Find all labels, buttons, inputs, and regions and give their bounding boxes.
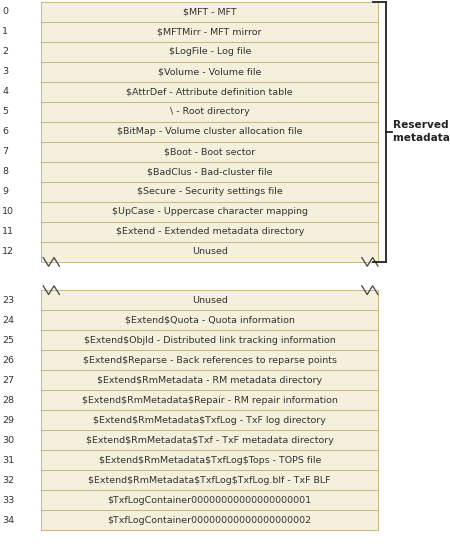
- Text: $Extend\$RmMetadata\$Txf - TxF metadata directory: $Extend\$RmMetadata\$Txf - TxF metadata …: [86, 436, 333, 445]
- Bar: [41, 370, 378, 390]
- Text: Unused: Unused: [192, 248, 228, 256]
- Text: 34: 34: [2, 516, 14, 525]
- Bar: [41, 82, 378, 102]
- Bar: [41, 410, 378, 430]
- Bar: [41, 310, 378, 330]
- Text: 1: 1: [2, 27, 8, 36]
- Text: 29: 29: [2, 416, 14, 425]
- Text: $Boot - Boot sector: $Boot - Boot sector: [164, 147, 255, 156]
- Bar: [41, 471, 378, 490]
- Bar: [41, 162, 378, 182]
- Text: $BadClus - Bad-cluster file: $BadClus - Bad-cluster file: [147, 168, 272, 176]
- Text: 33: 33: [2, 496, 14, 505]
- Bar: [41, 42, 378, 61]
- Text: 23: 23: [2, 296, 14, 305]
- Text: $Extend - Extended metadata directory: $Extend - Extended metadata directory: [116, 227, 304, 236]
- Text: $UpCase - Uppercase character mapping: $UpCase - Uppercase character mapping: [112, 207, 308, 217]
- Text: $LogFile - Log file: $LogFile - Log file: [168, 47, 251, 56]
- Text: Unused: Unused: [192, 296, 228, 305]
- Bar: [41, 122, 378, 142]
- Text: $Volume - Volume file: $Volume - Volume file: [158, 67, 261, 76]
- Bar: [41, 2, 378, 22]
- Text: $Extend\$RmMetadata - RM metadata directory: $Extend\$RmMetadata - RM metadata direct…: [97, 376, 322, 385]
- Bar: [41, 142, 378, 162]
- Text: 32: 32: [2, 476, 14, 485]
- Text: $TxfLogContainer00000000000000000002: $TxfLogContainer00000000000000000002: [108, 516, 312, 525]
- Bar: [41, 450, 378, 471]
- Bar: [41, 350, 378, 370]
- Bar: [41, 22, 378, 42]
- Text: $MFTMirr - MFT mirror: $MFTMirr - MFT mirror: [158, 27, 262, 36]
- Text: 0: 0: [2, 7, 8, 16]
- Text: 6: 6: [2, 127, 8, 136]
- Text: $Extend\$RmMetadata\$TxfLog\$Tops - TOPS file: $Extend\$RmMetadata\$TxfLog\$Tops - TOPS…: [99, 456, 321, 465]
- Text: Reserved for NTFS
metadata files: Reserved for NTFS metadata files: [393, 120, 450, 144]
- Text: $Extend\$ObjId - Distributed link tracking information: $Extend\$ObjId - Distributed link tracki…: [84, 336, 336, 345]
- Bar: [41, 222, 378, 242]
- Bar: [41, 430, 378, 450]
- Bar: [41, 102, 378, 122]
- Text: $Extend\$RmMetadata\$TxfLog - TxF log directory: $Extend\$RmMetadata\$TxfLog - TxF log di…: [93, 416, 326, 425]
- Text: $TxfLogContainer00000000000000000001: $TxfLogContainer00000000000000000001: [108, 496, 312, 505]
- Text: $Extend\$Quota - Quota information: $Extend\$Quota - Quota information: [125, 316, 295, 325]
- Bar: [41, 490, 378, 510]
- Text: 30: 30: [2, 436, 14, 445]
- Text: $MFT - MFT: $MFT - MFT: [183, 7, 237, 16]
- Text: $Extend\$RmMetadata\$TxfLog\$TxfLog.blf - TxF BLF: $Extend\$RmMetadata\$TxfLog\$TxfLog.blf …: [89, 476, 331, 485]
- Text: $Extend\$Reparse - Back references to reparse points: $Extend\$Reparse - Back references to re…: [83, 356, 337, 364]
- Text: $BitMap - Volume cluster allocation file: $BitMap - Volume cluster allocation file: [117, 127, 302, 136]
- Bar: [41, 61, 378, 82]
- Text: 8: 8: [2, 168, 8, 176]
- Text: $AttrDef - Attribute definition table: $AttrDef - Attribute definition table: [126, 87, 293, 96]
- Text: 5: 5: [2, 107, 8, 116]
- Text: 12: 12: [2, 248, 14, 256]
- Bar: [41, 330, 378, 350]
- Text: $Extend\$RmMetadata\$Repair - RM repair information: $Extend\$RmMetadata\$Repair - RM repair …: [82, 396, 338, 405]
- Text: $Secure - Security settings file: $Secure - Security settings file: [137, 187, 283, 196]
- Text: 25: 25: [2, 336, 14, 345]
- Text: 26: 26: [2, 356, 14, 364]
- Text: 10: 10: [2, 207, 14, 217]
- Text: 28: 28: [2, 396, 14, 405]
- Text: 24: 24: [2, 316, 14, 325]
- Text: \ - Root directory: \ - Root directory: [170, 107, 250, 116]
- Bar: [41, 510, 378, 530]
- Text: 27: 27: [2, 376, 14, 385]
- Text: 11: 11: [2, 227, 14, 236]
- Bar: [41, 242, 378, 262]
- Bar: [41, 390, 378, 410]
- Text: 9: 9: [2, 187, 8, 196]
- Text: 31: 31: [2, 456, 14, 465]
- Bar: [41, 202, 378, 222]
- Text: 4: 4: [2, 87, 8, 96]
- Bar: [41, 182, 378, 202]
- Bar: [41, 290, 378, 310]
- Text: 7: 7: [2, 147, 8, 156]
- Text: 2: 2: [2, 47, 8, 56]
- Text: 3: 3: [2, 67, 9, 76]
